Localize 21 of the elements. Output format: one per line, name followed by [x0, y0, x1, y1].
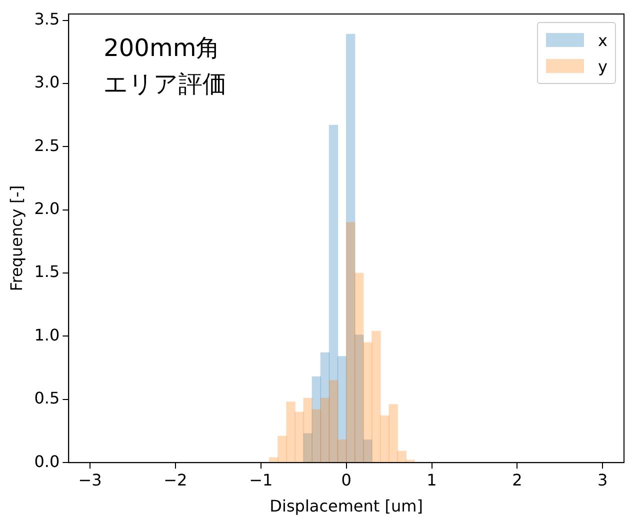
y-tick-label: 0.0	[34, 452, 60, 471]
annotation: エリア評価	[104, 69, 227, 100]
x-tick-label: 3	[598, 470, 608, 490]
y-tick-label: 1.0	[34, 325, 60, 344]
y-tick-label: 2.5	[34, 136, 60, 155]
y-axis-title: Frequency [-]	[6, 185, 26, 292]
y-tick-label: 0.5	[34, 388, 60, 408]
x-tick-label: 2	[512, 470, 522, 490]
y-tick-label: 3.5	[34, 9, 60, 28]
legend-label: x	[598, 30, 608, 50]
x-tick-label: 0	[341, 470, 352, 490]
x-tick-label: −3	[78, 470, 102, 490]
y-tick-label: 1.5	[34, 262, 60, 282]
x-tick-label: −1	[249, 470, 273, 490]
y-tick-label: 2.0	[34, 199, 60, 218]
x-axis-title: Displacement [um]	[270, 496, 423, 516]
x-tick-label: 1	[426, 470, 437, 490]
y-tick-label: 3.0	[34, 72, 60, 92]
annotation: 200mm角	[104, 33, 222, 64]
x-tick-label: −2	[164, 470, 188, 490]
legend-label: y	[598, 56, 608, 76]
